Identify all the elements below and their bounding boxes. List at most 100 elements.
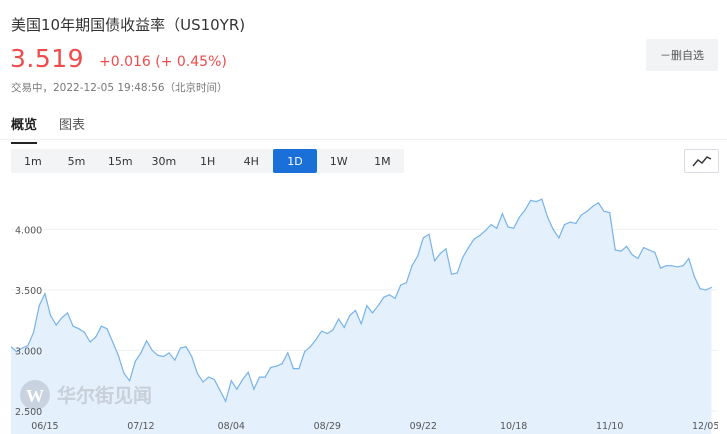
data-point bbox=[287, 352, 289, 354]
yield-chart[interactable]: W 华尔街见闻 4.000 3.500 3.000 2.500 06/15 07/12 0… bbox=[11, 181, 718, 434]
data-point bbox=[693, 276, 696, 278]
data-point bbox=[134, 360, 136, 362]
data-point bbox=[49, 314, 52, 316]
data-point bbox=[55, 324, 57, 326]
data-point bbox=[236, 388, 238, 390]
current-price: 3.519 bbox=[10, 44, 85, 73]
data-point bbox=[603, 210, 605, 212]
data-point bbox=[659, 267, 662, 269]
data-point bbox=[162, 355, 165, 358]
data-point bbox=[569, 221, 571, 223]
data-point bbox=[462, 256, 464, 258]
data-point bbox=[112, 341, 114, 343]
data-point bbox=[258, 376, 261, 378]
x-tick-label: 08/04 bbox=[218, 421, 245, 432]
data-point bbox=[592, 205, 594, 207]
line-chart-icon bbox=[691, 156, 711, 167]
data-point bbox=[66, 312, 69, 314]
data-point bbox=[354, 309, 357, 312]
data-point bbox=[597, 202, 600, 204]
data-point bbox=[614, 249, 616, 251]
data-point bbox=[547, 216, 549, 218]
data-point bbox=[360, 323, 362, 325]
period-30m[interactable]: 30m bbox=[151, 154, 177, 168]
data-point bbox=[467, 247, 470, 249]
x-tick-label: 08/29 bbox=[314, 421, 341, 432]
data-point bbox=[518, 216, 520, 218]
data-point bbox=[366, 305, 368, 307]
data-point bbox=[338, 318, 340, 320]
chart-svg: W 华尔街见闻 4.000 3.500 3.000 2.500 06/15 07/12 0… bbox=[11, 198, 718, 434]
data-point bbox=[304, 351, 306, 353]
data-point bbox=[428, 233, 430, 235]
remove-watchlist-button[interactable]: －删自选 bbox=[646, 39, 718, 71]
data-point bbox=[117, 354, 119, 356]
data-point bbox=[631, 254, 633, 256]
chart-type-button[interactable] bbox=[684, 149, 719, 173]
data-point bbox=[11, 346, 12, 348]
data-point bbox=[332, 329, 334, 331]
data-point bbox=[439, 253, 441, 255]
data-point bbox=[16, 351, 18, 353]
data-point bbox=[326, 332, 328, 335]
data-point bbox=[434, 260, 436, 262]
period-5m[interactable]: 5m bbox=[67, 154, 86, 168]
period-1mo[interactable]: 1M bbox=[374, 154, 391, 168]
data-point bbox=[106, 328, 108, 330]
data-point bbox=[196, 372, 198, 374]
data-point bbox=[558, 237, 560, 239]
data-point bbox=[417, 255, 419, 257]
tab-chart[interactable]: 图表 bbox=[59, 118, 86, 133]
data-point bbox=[388, 294, 390, 296]
period-1w[interactable]: 1W bbox=[329, 154, 348, 168]
data-point bbox=[705, 289, 707, 291]
data-point bbox=[61, 317, 63, 319]
data-point bbox=[394, 297, 396, 299]
data-point bbox=[298, 368, 300, 370]
data-point bbox=[411, 265, 413, 267]
data-point bbox=[643, 247, 645, 249]
data-point bbox=[33, 331, 35, 333]
data-point bbox=[225, 400, 227, 402]
data-point bbox=[682, 265, 684, 267]
period-1m[interactable]: 1m bbox=[23, 154, 42, 168]
data-point bbox=[242, 378, 244, 381]
data-point bbox=[140, 352, 142, 354]
y-tick-label: 3.500 bbox=[15, 286, 42, 297]
data-point bbox=[620, 250, 622, 252]
data-point bbox=[100, 325, 102, 327]
data-point bbox=[563, 224, 566, 226]
data-point bbox=[445, 248, 447, 250]
data-point bbox=[208, 376, 210, 378]
data-point bbox=[349, 314, 351, 316]
period-1h[interactable]: 1H bbox=[199, 154, 216, 168]
data-point bbox=[202, 381, 204, 383]
data-point bbox=[535, 201, 537, 203]
data-point bbox=[665, 265, 667, 267]
period-4h[interactable]: 4H bbox=[243, 154, 259, 168]
data-point bbox=[123, 372, 125, 374]
data-point bbox=[44, 293, 46, 295]
period-1d[interactable]: 1D bbox=[273, 149, 317, 173]
data-point bbox=[168, 352, 170, 354]
data-point bbox=[671, 265, 673, 267]
data-point bbox=[179, 347, 181, 349]
data-point bbox=[321, 330, 323, 332]
data-point bbox=[213, 378, 215, 381]
data-point bbox=[552, 228, 554, 230]
data-point bbox=[688, 257, 690, 260]
data-point bbox=[383, 296, 385, 298]
period-15m[interactable]: 15m bbox=[107, 154, 133, 168]
data-point bbox=[450, 273, 453, 275]
y-tick-label: 3.000 bbox=[15, 346, 42, 357]
data-point bbox=[484, 230, 486, 232]
y-tick-label: 4.000 bbox=[15, 225, 42, 236]
data-point bbox=[490, 224, 492, 226]
tab-overview[interactable]: 概览 bbox=[11, 114, 38, 144]
data-point bbox=[191, 355, 193, 358]
data-point bbox=[174, 359, 176, 361]
tab-divider bbox=[0, 139, 727, 140]
data-point bbox=[507, 226, 509, 228]
data-point bbox=[496, 227, 498, 229]
data-point bbox=[185, 346, 187, 348]
